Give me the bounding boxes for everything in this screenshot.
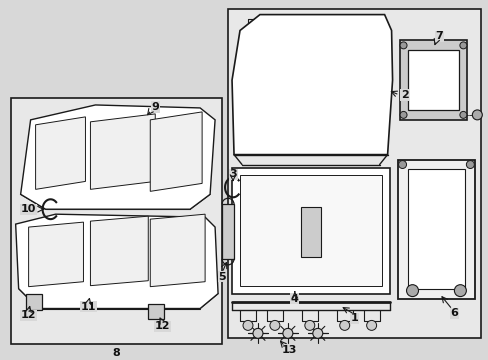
Circle shape bbox=[471, 110, 481, 120]
Circle shape bbox=[366, 320, 376, 330]
Text: 13: 13 bbox=[282, 345, 297, 355]
Text: 10: 10 bbox=[21, 204, 36, 214]
Circle shape bbox=[252, 328, 263, 338]
Bar bbox=[11, 98, 222, 344]
Text: 6: 6 bbox=[449, 309, 457, 319]
Circle shape bbox=[399, 111, 406, 118]
Bar bbox=[227, 9, 480, 338]
Bar bbox=[25, 294, 41, 310]
Circle shape bbox=[243, 320, 252, 330]
Text: 5: 5 bbox=[218, 272, 225, 282]
Bar bbox=[399, 40, 467, 120]
Text: 4: 4 bbox=[290, 293, 298, 303]
Circle shape bbox=[406, 285, 418, 297]
Polygon shape bbox=[232, 15, 392, 154]
Text: 11: 11 bbox=[81, 302, 96, 311]
Polygon shape bbox=[36, 117, 85, 189]
Bar bbox=[240, 175, 381, 286]
Circle shape bbox=[283, 328, 292, 338]
Polygon shape bbox=[90, 114, 155, 189]
Circle shape bbox=[453, 285, 466, 297]
Bar bbox=[148, 303, 164, 319]
Circle shape bbox=[269, 320, 279, 330]
Circle shape bbox=[399, 42, 406, 49]
Text: 7: 7 bbox=[435, 31, 443, 41]
Circle shape bbox=[459, 111, 466, 118]
Bar bbox=[232, 167, 389, 294]
Polygon shape bbox=[150, 214, 204, 287]
Text: 12: 12 bbox=[154, 321, 170, 332]
Text: 1: 1 bbox=[350, 314, 358, 323]
Bar bbox=[300, 207, 320, 257]
Bar bbox=[222, 204, 234, 259]
Circle shape bbox=[466, 161, 473, 168]
Polygon shape bbox=[90, 216, 148, 286]
Polygon shape bbox=[29, 222, 83, 287]
Text: 9: 9 bbox=[151, 102, 159, 112]
Polygon shape bbox=[150, 112, 202, 192]
Text: 8: 8 bbox=[112, 348, 120, 358]
Text: 12: 12 bbox=[21, 310, 36, 320]
Polygon shape bbox=[20, 105, 215, 209]
Bar bbox=[407, 170, 465, 289]
Circle shape bbox=[304, 320, 314, 330]
Circle shape bbox=[398, 161, 406, 168]
Bar bbox=[397, 159, 474, 298]
Circle shape bbox=[339, 320, 349, 330]
Polygon shape bbox=[16, 214, 218, 309]
Text: 3: 3 bbox=[229, 170, 236, 180]
Bar bbox=[407, 50, 458, 110]
Circle shape bbox=[459, 42, 466, 49]
Circle shape bbox=[312, 328, 322, 338]
Text: 2: 2 bbox=[400, 90, 407, 100]
